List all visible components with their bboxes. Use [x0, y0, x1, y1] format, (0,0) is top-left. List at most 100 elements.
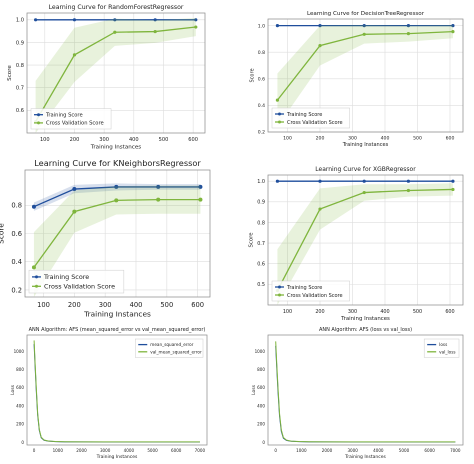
- x-tick-label: 100: [283, 309, 292, 315]
- y-tick-label: 0.2: [11, 286, 22, 294]
- legend-box: [423, 338, 460, 358]
- data-point: [451, 24, 455, 28]
- x-tick-label: 600: [191, 301, 204, 309]
- y-tick-label: 0.6: [257, 262, 265, 268]
- x-tick-label: 600: [446, 136, 455, 142]
- x-tick-label: 400: [129, 137, 139, 143]
- series-2: [33, 340, 200, 443]
- data-point: [275, 179, 280, 183]
- legend-label: val_mean_squared_error: [150, 349, 202, 354]
- data-point: [406, 188, 410, 193]
- data-point: [318, 179, 322, 183]
- chart-panel-1: 100 200 300 400 500 600 0.6 0.7 0.8 0.9 1.0 Learnin…: [7, 4, 206, 150]
- legend-label: Training Score: [43, 273, 89, 281]
- y-tick-label: 1.0: [258, 23, 265, 29]
- x-tick-label: 600: [188, 137, 198, 143]
- x-tick-label: 3000: [100, 448, 111, 453]
- legend-label: Cross Validation Score: [287, 120, 343, 126]
- x-tick-label: 500: [160, 301, 173, 309]
- data-point: [113, 18, 117, 22]
- data-point: [72, 187, 77, 192]
- data-point: [362, 190, 366, 195]
- y-tick-label: 200: [257, 422, 265, 427]
- series-line: [275, 341, 456, 443]
- data-point: [153, 29, 157, 34]
- chart-panel-2: 100 200 300 400 500 600 0.2 0.4 0.6 0.8 1.0 Learnin…: [249, 11, 464, 148]
- y-tick-label: 0: [21, 440, 24, 445]
- x-tick-label: 7000: [195, 448, 206, 453]
- series-1: [275, 179, 455, 183]
- data-point: [156, 184, 161, 189]
- chart-panel-3: 100 200 300 400 500 600 0.2 0.4 0.6 0.8 Learning C…: [0, 158, 211, 318]
- legend-label: Training Score: [45, 113, 83, 119]
- x-tick-label: 7000: [450, 448, 461, 453]
- y-axis-label: Score: [7, 65, 13, 81]
- y-tick-label: 1000: [14, 349, 25, 354]
- x-tick-label: 1000: [53, 448, 64, 453]
- x-tick-label: 0: [274, 448, 277, 453]
- x-tick-label: 3000: [347, 448, 358, 453]
- data-point: [72, 53, 77, 57]
- data-point: [451, 187, 455, 192]
- x-tick-label: 200: [68, 301, 81, 309]
- x-tick-label: 100: [40, 137, 50, 143]
- data-point: [318, 207, 322, 211]
- y-tick-label: 200: [16, 422, 24, 427]
- data-point: [318, 24, 322, 28]
- chart-title: Learning Curve for KNeighborsRegressor: [34, 158, 201, 168]
- legend-box: [135, 338, 204, 358]
- y-tick-label: 0.7: [257, 241, 265, 247]
- data-point: [31, 204, 36, 209]
- y-tick-label: 0.7: [16, 86, 24, 92]
- y-tick-label: 0.2: [258, 130, 265, 136]
- x-tick-label: 5000: [399, 448, 410, 453]
- axes-frame: [267, 18, 464, 133]
- legend-label: Cross Validation Score: [44, 283, 115, 291]
- data-point: [451, 30, 455, 34]
- y-tick-label: 0.8: [16, 63, 24, 69]
- series-1: [34, 18, 198, 22]
- y-tick-label: 800: [257, 367, 265, 372]
- x-axis-label: Training Instances: [344, 454, 386, 460]
- y-tick-label: 600: [257, 385, 265, 390]
- y-tick-label: 0.5: [257, 282, 265, 288]
- x-tick-label: 300: [348, 136, 357, 142]
- x-tick-label: 4000: [373, 448, 384, 453]
- data-point: [406, 179, 410, 183]
- y-tick-label: 0.9: [257, 200, 265, 206]
- y-tick-label: 0.8: [257, 220, 265, 226]
- y-tick-label: 1.0: [16, 18, 24, 24]
- legend-label: Training Score: [286, 112, 322, 118]
- data-point: [406, 24, 410, 28]
- chart-title: ANN Algorithm: AFS (mean_squared_error v…: [29, 327, 206, 333]
- data-point: [275, 98, 280, 102]
- data-point: [198, 197, 203, 202]
- y-tick-label: 0.6: [16, 108, 24, 114]
- x-tick-label: 6000: [171, 448, 182, 453]
- x-tick-label: 2000: [322, 448, 333, 453]
- legend: Training Score Cross Validation Score: [28, 269, 125, 294]
- legend-label: Cross Validation Score: [287, 293, 343, 299]
- legend-marker: [35, 284, 38, 288]
- legend-marker: [278, 293, 281, 297]
- series-2: [275, 24, 455, 127]
- legend-label: loss: [439, 342, 447, 347]
- confidence-band: [277, 183, 453, 305]
- x-tick-label: 1000: [296, 448, 307, 453]
- chart-title: Learning Curve for RandomForestRegressor: [49, 4, 184, 11]
- series-1: [31, 183, 203, 211]
- data-point: [194, 25, 198, 29]
- legend-label: val_loss: [439, 349, 455, 354]
- chart-title: ANN Algorithm: AFS (loss vs val_loss): [319, 327, 412, 333]
- confidence-band: [277, 24, 453, 127]
- x-tick-label: 200: [70, 137, 80, 143]
- x-axis-label: Training Instances: [90, 144, 142, 150]
- y-tick-label: 400: [257, 403, 265, 408]
- data-point: [156, 197, 161, 202]
- x-tick-label: 200: [316, 136, 325, 142]
- y-tick-label: 600: [16, 385, 24, 390]
- y-axis-label: Score: [249, 68, 255, 82]
- chart-title: Learning Curve for XGBRegressor: [315, 166, 416, 173]
- y-tick-label: 0.6: [11, 230, 22, 238]
